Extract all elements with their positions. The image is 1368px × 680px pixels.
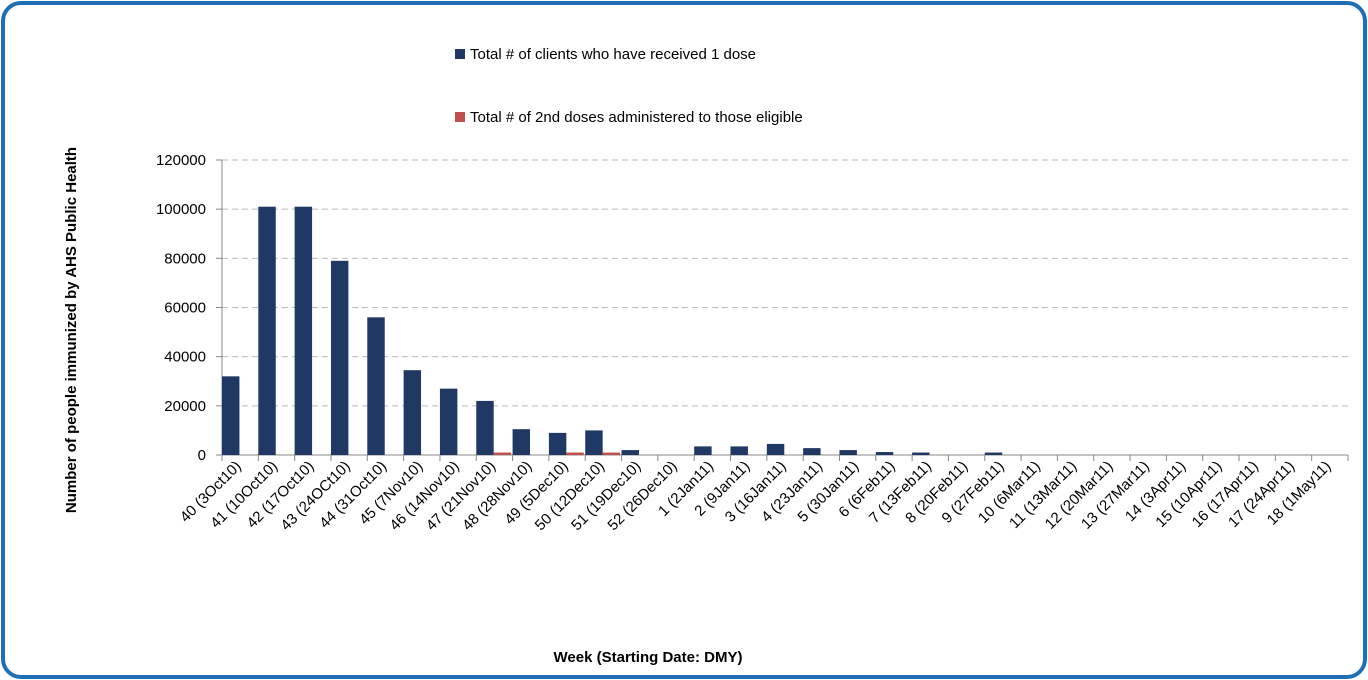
bar bbox=[439, 388, 458, 455]
legend-swatch bbox=[455, 49, 465, 59]
bar bbox=[730, 446, 748, 455]
bar bbox=[548, 432, 567, 455]
bar bbox=[839, 450, 857, 455]
bar bbox=[294, 206, 313, 455]
bar bbox=[566, 452, 584, 455]
bar bbox=[512, 429, 531, 455]
legend-label: Total # of 2nd doses administered to tho… bbox=[470, 109, 803, 126]
legend-label: Total # of clients who have received 1 d… bbox=[470, 46, 756, 63]
bar bbox=[330, 260, 349, 455]
bar bbox=[585, 430, 603, 455]
x-axis-title: Week (Starting Date: DMY) bbox=[554, 649, 743, 666]
bar bbox=[875, 452, 894, 455]
bar bbox=[222, 376, 240, 455]
bar bbox=[258, 206, 276, 455]
bar bbox=[694, 446, 712, 455]
bar bbox=[766, 443, 785, 455]
y-tick-label: 40000 bbox=[164, 349, 206, 366]
y-tick-label: 0 bbox=[198, 447, 206, 464]
bar bbox=[602, 452, 621, 455]
bar bbox=[803, 448, 821, 455]
bar bbox=[984, 452, 1003, 455]
y-tick-label: 80000 bbox=[164, 250, 206, 267]
bar bbox=[621, 450, 639, 455]
bar bbox=[403, 370, 422, 455]
y-tick-label: 20000 bbox=[164, 398, 206, 415]
bar bbox=[367, 317, 385, 455]
bar bbox=[912, 452, 930, 455]
bar bbox=[476, 400, 494, 455]
bar bbox=[493, 452, 512, 455]
y-tick-label: 120000 bbox=[156, 152, 206, 169]
y-tick-label: 60000 bbox=[164, 300, 206, 317]
y-axis-title: Number of people immunized by AHS Public… bbox=[63, 146, 80, 514]
legend-swatch bbox=[455, 112, 465, 122]
y-tick-label: 100000 bbox=[156, 201, 206, 218]
